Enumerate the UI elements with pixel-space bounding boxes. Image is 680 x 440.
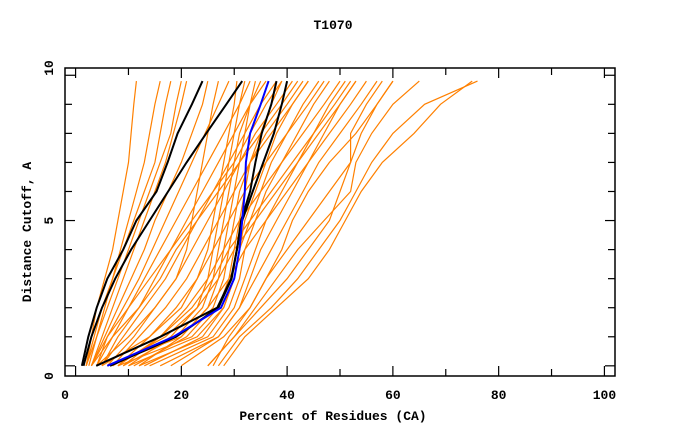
model-curve-2 (90, 80, 188, 367)
model-curve-28 (217, 80, 478, 367)
model-curve-31 (180, 80, 394, 367)
x-tick-label: 20 (174, 388, 190, 403)
y-tick-label: 10 (42, 60, 57, 76)
y-tick-label: 5 (42, 216, 57, 224)
model-curve-5 (96, 80, 251, 367)
model-curve-21 (112, 80, 246, 367)
highlight-curve-1 (82, 80, 244, 367)
chart-title: T1070 (313, 18, 352, 33)
model-curve-17 (138, 80, 330, 367)
model-curve-20 (101, 81, 238, 367)
x-tick-label: 100 (593, 388, 617, 403)
model-curve-1 (88, 80, 161, 366)
plot-lines (80, 80, 478, 367)
model-curve-16 (128, 80, 309, 367)
highlight-curve-0 (80, 80, 204, 367)
model-curve-25 (144, 80, 320, 367)
x-tick-label: 60 (385, 388, 401, 403)
x-tick-label: 80 (491, 388, 507, 403)
model-curve-3 (90, 80, 209, 367)
y-tick-label: 0 (42, 372, 57, 380)
model-curve-22 (122, 80, 262, 367)
model-curve-11 (122, 80, 341, 367)
model-curve-6 (101, 80, 267, 367)
model-curve-30 (207, 80, 420, 367)
x-tick-label: 0 (61, 388, 69, 403)
model-curve-18 (149, 80, 346, 367)
highlight-curve-2 (95, 80, 278, 367)
y-axis-label: Distance Cutoff, A (20, 162, 35, 303)
model-curve-35 (90, 80, 299, 367)
model-curve-29 (223, 80, 473, 367)
model-curve-33 (117, 80, 352, 367)
model-curve-34 (90, 80, 283, 367)
x-tick-label: 40 (279, 388, 295, 403)
x-axis-label: Percent of Residues (CA) (239, 409, 426, 424)
model-curve-26 (212, 80, 383, 367)
reference-curve (106, 80, 270, 367)
model-curve-8 (106, 80, 293, 367)
axis-ticks: 0 20 40 60 80 100 0 5 10 (42, 60, 616, 403)
model-curve-32 (170, 80, 378, 367)
model-curve-27 (207, 80, 394, 367)
model-curve-36 (85, 80, 182, 367)
